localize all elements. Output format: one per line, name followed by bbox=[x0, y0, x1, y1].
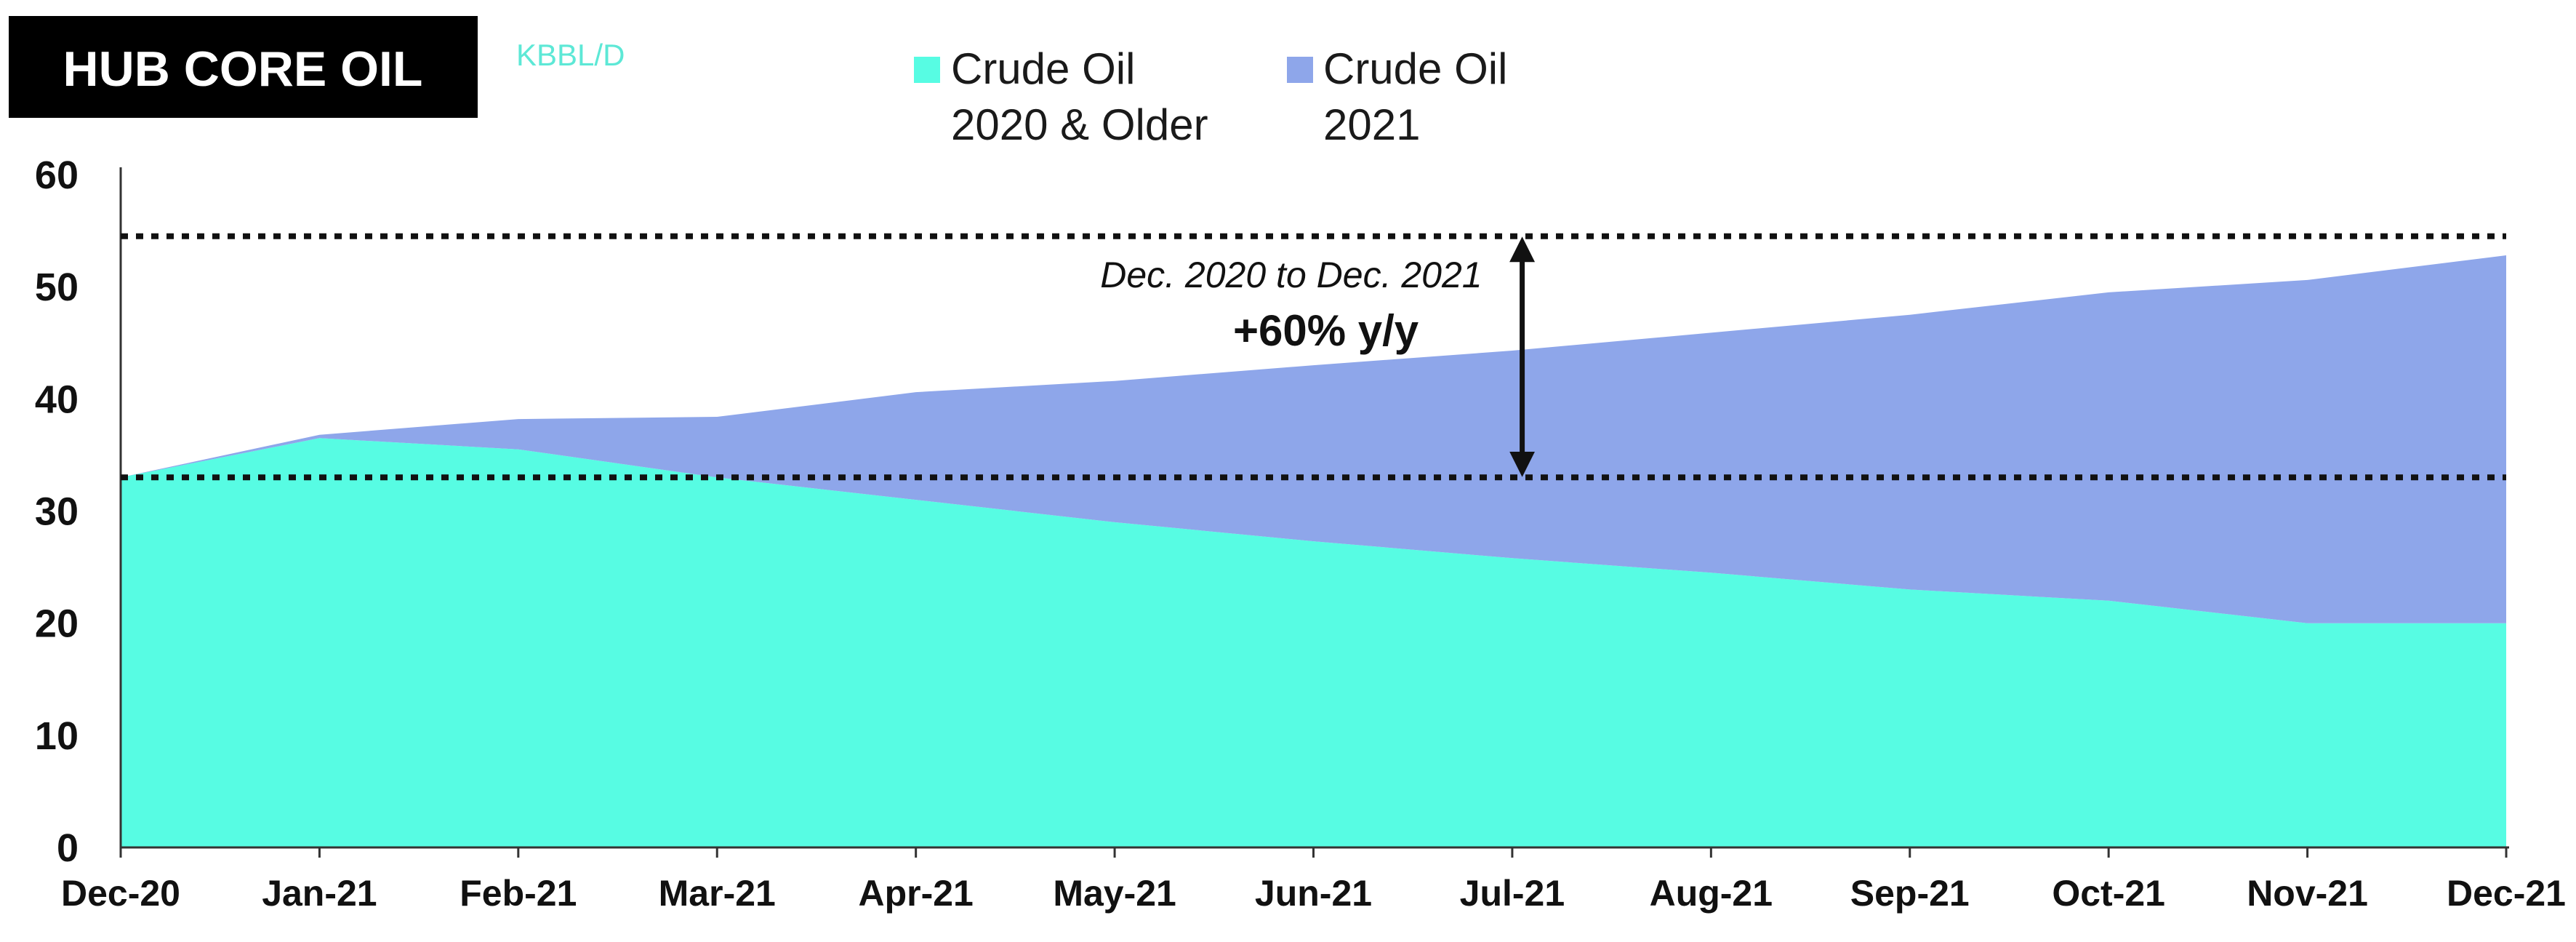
legend-label-series-0-line-2: 2020 & Older bbox=[951, 100, 1208, 149]
legend-label-series-1-line-1: Crude Oil bbox=[1323, 44, 1507, 93]
x-tick-label-9: Sep-21 bbox=[1850, 873, 1970, 914]
area-series-0 bbox=[121, 438, 2506, 847]
x-tick-label-8: Aug-21 bbox=[1650, 873, 1773, 914]
x-tick-label-1: Jan-21 bbox=[262, 873, 377, 914]
x-tick-label-10: Oct-21 bbox=[2052, 873, 2165, 914]
y-tick-label-4: 40 bbox=[35, 378, 79, 421]
x-tick-label-11: Nov-21 bbox=[2247, 873, 2368, 914]
y-tick-label-5: 50 bbox=[35, 266, 79, 309]
y-tick-label-3: 30 bbox=[35, 490, 79, 534]
x-tick-label-12: Dec-21 bbox=[2447, 873, 2566, 914]
y-tick-label-6: 60 bbox=[35, 153, 79, 197]
y-tick-label-2: 20 bbox=[35, 602, 79, 646]
annotation-period: Dec. 2020 to Dec. 2021 bbox=[1100, 255, 1482, 295]
x-tick-label-4: Apr-21 bbox=[858, 873, 973, 914]
unit-label: KBBL/D bbox=[516, 38, 625, 72]
legend-label-series-0-line-1: Crude Oil bbox=[951, 44, 1135, 93]
title-box bbox=[9, 16, 478, 118]
x-tick-label-0: Dec-20 bbox=[61, 873, 180, 914]
chart-title: HUB CORE OIL bbox=[63, 41, 423, 97]
legend-label-series-1-line-2: 2021 bbox=[1323, 100, 1420, 149]
x-tick-label-3: Mar-21 bbox=[659, 873, 776, 914]
x-tick-label-5: May-21 bbox=[1053, 873, 1176, 914]
annotation-change: +60% y/y bbox=[1233, 306, 1419, 355]
x-tick-label-6: Jun-21 bbox=[1255, 873, 1372, 914]
legend-swatch-series-0 bbox=[914, 57, 940, 83]
legend-swatch-series-1 bbox=[1287, 57, 1313, 83]
y-tick-label-0: 0 bbox=[57, 826, 79, 870]
y-tick-label-1: 10 bbox=[35, 714, 79, 758]
x-tick-label-2: Feb-21 bbox=[460, 873, 577, 914]
area-series-1 bbox=[121, 255, 2506, 623]
x-tick-label-7: Jul-21 bbox=[1460, 873, 1565, 914]
